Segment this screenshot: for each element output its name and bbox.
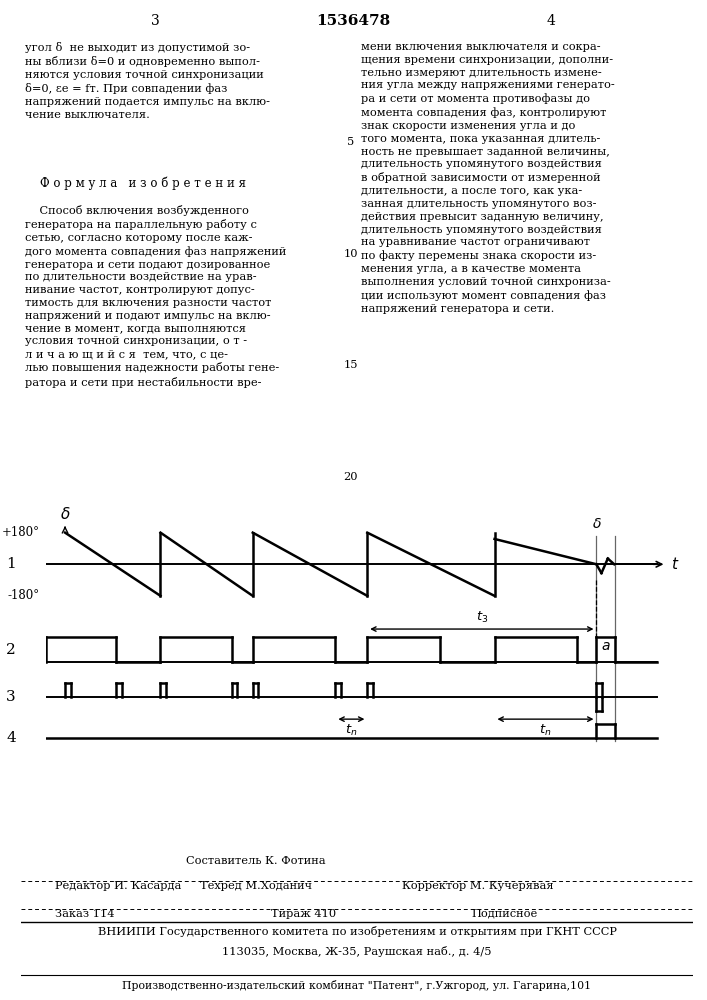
Text: 113035, Москва, Ж-35, Раушская наб., д. 4/5: 113035, Москва, Ж-35, Раушская наб., д. …: [222, 946, 492, 957]
Text: 10: 10: [344, 249, 358, 259]
Text: Способ включения возбужденного
генератора на параллельную работу с
сетью, соглас: Способ включения возбужденного генератор…: [25, 205, 286, 388]
Text: δ: δ: [593, 517, 602, 531]
Text: Подписное: Подписное: [472, 909, 538, 919]
Text: Тираж 410: Тираж 410: [271, 909, 336, 919]
Text: ВНИИПИ Государственного комитета по изобретениям и открытиям при ГКНТ СССР: ВНИИПИ Государственного комитета по изоб…: [98, 926, 617, 937]
Text: $t_3$: $t_3$: [476, 610, 488, 625]
Text: $t_n$: $t_n$: [345, 723, 358, 738]
Text: угол δ  не выходит из допустимой зо-
ны вблизи δ=0 и одновременно выпол-
няются : угол δ не выходит из допустимой зо- ны в…: [25, 42, 270, 120]
Text: 4: 4: [6, 731, 16, 745]
Text: 5: 5: [347, 137, 354, 147]
Text: мени включения выключателя и сокра-
щения времени синхронизации, дополни-
тельно: мени включения выключателя и сокра- щени…: [361, 42, 614, 314]
Text: Производственно-издательский комбинат "Патент", г.Ужгород, ул. Гагарина,101: Производственно-издательский комбинат "П…: [122, 980, 592, 991]
Text: Составитель К. Фотина: Составитель К. Фотина: [187, 856, 326, 866]
Text: 3: 3: [151, 14, 160, 28]
Text: 1536478: 1536478: [316, 14, 391, 28]
Text: Техред М.Ходанич: Техред М.Ходанич: [200, 881, 312, 891]
Text: -180°: -180°: [8, 589, 40, 602]
Text: 4: 4: [547, 14, 556, 28]
Text: $t_n$: $t_n$: [539, 723, 551, 738]
Text: 3: 3: [6, 690, 16, 704]
Text: Редактор И. Касарда: Редактор И. Касарда: [55, 881, 181, 891]
Text: 20: 20: [344, 472, 358, 482]
Text: 1: 1: [6, 557, 16, 571]
Text: t: t: [671, 557, 677, 572]
Text: Ф о р м у л а   и з о б р е т е н и я: Ф о р м у л а и з о б р е т е н и я: [40, 177, 247, 190]
Text: 2: 2: [6, 643, 16, 657]
Text: +180°: +180°: [1, 526, 40, 539]
Text: δ: δ: [60, 507, 70, 522]
Text: a: a: [602, 639, 610, 653]
Text: Заказ 114: Заказ 114: [55, 909, 115, 919]
Text: Корректор М. Кучерявая: Корректор М. Кучерявая: [402, 881, 554, 891]
Text: 15: 15: [344, 360, 358, 370]
